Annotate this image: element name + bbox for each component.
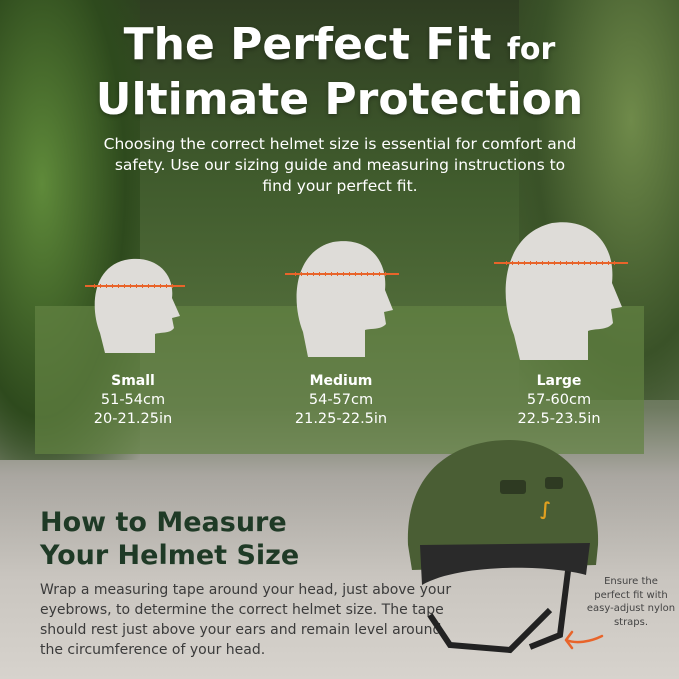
measure-heading: How to Measure Your Helmet Size — [40, 506, 299, 572]
measure-text: Wrap a measuring tape around your head, … — [40, 582, 452, 658]
title-line2: Ultimate Protection — [95, 74, 584, 125]
measure-heading-line2: Your Helmet Size — [40, 540, 300, 571]
measure-heading-line1: How to Measure — [40, 507, 287, 538]
title-small: for — [506, 32, 556, 67]
head-large-icon — [494, 222, 628, 360]
size-in: 20-21.25in — [93, 411, 173, 427]
arrow-icon — [564, 630, 604, 650]
size-name: Small — [111, 373, 155, 389]
size-small: Small 51-54cm 20-21.25in — [53, 372, 213, 429]
strap-note: Ensure the perfect fit with easy-adjust … — [586, 576, 676, 628]
svg-text:∫: ∫ — [540, 499, 551, 520]
size-name: Large — [536, 373, 582, 389]
size-in: 22.5-23.5in — [517, 411, 601, 427]
size-name: Medium — [309, 373, 373, 389]
size-in: 21.25-22.5in — [294, 411, 388, 427]
head-small-icon — [85, 258, 185, 353]
size-large: Large 57-60cm 22.5-23.5in — [479, 372, 639, 429]
title-main: The Perfect Fit — [123, 19, 492, 70]
size-cm: 51-54cm — [100, 392, 166, 408]
page-title: The Perfect Fit for Ultimate Protection — [0, 20, 679, 125]
size-cm: 57-60cm — [526, 392, 592, 408]
size-medium: Medium 54-57cm 21.25-22.5in — [261, 372, 421, 429]
helmet-image: ∫ — [407, 440, 599, 654]
subtitle: Choosing the correct helmet size is esse… — [103, 135, 577, 195]
head-medium-icon — [285, 241, 399, 357]
size-cm: 54-57cm — [308, 392, 374, 408]
